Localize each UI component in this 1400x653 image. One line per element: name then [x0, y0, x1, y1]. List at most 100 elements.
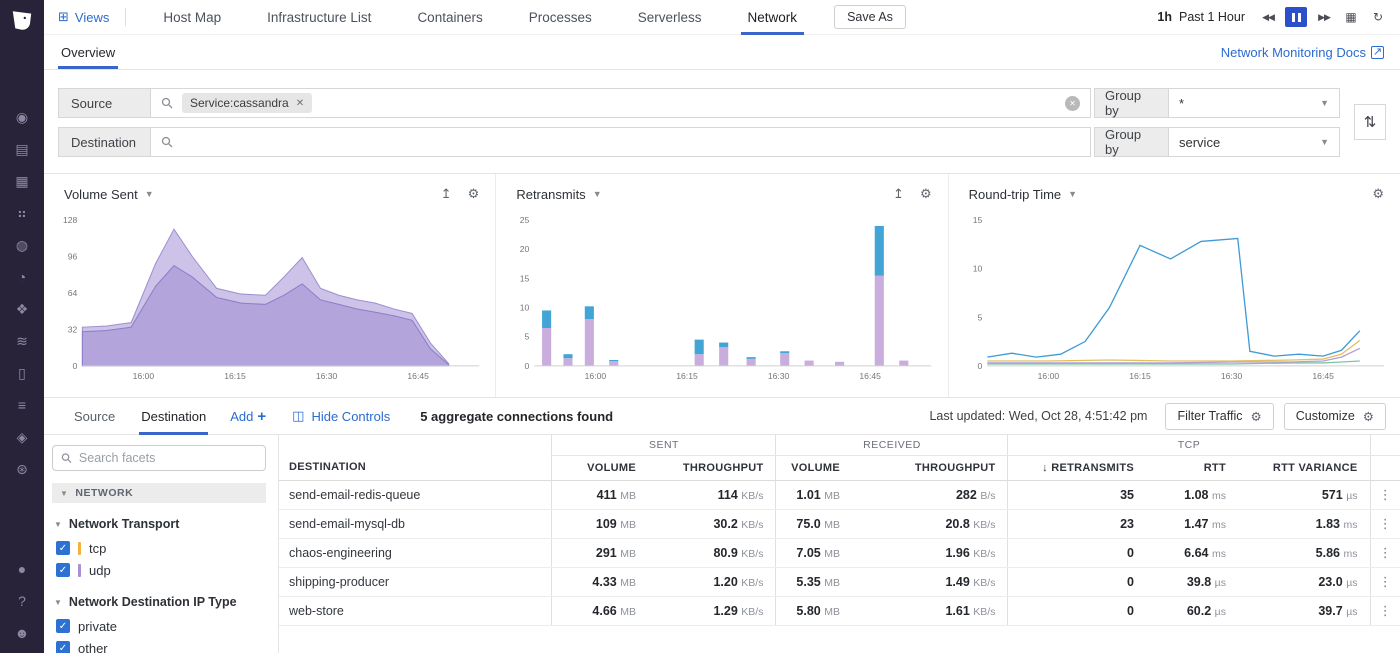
save-as-button[interactable]: Save As — [834, 5, 906, 29]
swap-source-destination-button[interactable]: ⇅ — [1354, 104, 1386, 140]
facet-label: udp — [89, 563, 111, 578]
nav-tab-serverless[interactable]: Serverless — [615, 0, 725, 35]
apm-icon[interactable]: ◔ — [0, 261, 44, 293]
row-menu-icon[interactable]: ⋮ — [1379, 487, 1392, 502]
tab-source[interactable]: Source — [72, 398, 117, 435]
datadog-logo[interactable] — [8, 7, 36, 35]
destination-search-input[interactable] — [150, 127, 1091, 157]
svg-text:16:30: 16:30 — [1220, 371, 1242, 381]
tab-overview[interactable]: Overview — [58, 37, 118, 69]
column-header-rtt-variance[interactable]: RTT VARIANCE — [1238, 455, 1370, 480]
facet-section-network-transport[interactable]: ▼Network Transport — [54, 517, 266, 531]
source-search-input[interactable]: Service:cassandra ✕ ✕ — [150, 88, 1091, 118]
row-menu-icon[interactable]: ⋮ — [1379, 516, 1392, 531]
column-header-destination[interactable]: DESTINATION — [279, 455, 552, 480]
checkbox[interactable]: ✓ — [56, 641, 70, 653]
chart-title[interactable]: Retransmits — [516, 187, 585, 202]
time-range-label[interactable]: Past 1 Hour — [1179, 10, 1245, 24]
destination-cell[interactable]: shipping-producer — [279, 567, 552, 596]
time-range-short[interactable]: 1h — [1157, 10, 1172, 24]
column-header-volume[interactable]: VOLUME — [552, 455, 648, 480]
round-trip-time-plot: 05101516:0016:1516:3016:45 — [957, 206, 1392, 388]
chevron-down-icon[interactable]: ▼ — [145, 189, 154, 199]
destination-scope-label[interactable]: Destination — [58, 127, 150, 157]
source-group-by-select[interactable]: * ▼ — [1168, 88, 1340, 118]
checkbox[interactable]: ✓ — [56, 563, 70, 577]
export-icon[interactable]: ↥ — [893, 186, 904, 202]
row-menu-icon[interactable]: ⋮ — [1379, 603, 1392, 618]
nav-tab-containers[interactable]: Containers — [394, 0, 505, 35]
gear-icon[interactable]: ⚙ — [468, 186, 480, 202]
row-menu-icon[interactable]: ⋮ — [1379, 545, 1392, 560]
destination-cell[interactable]: send-email-mysql-db — [279, 509, 552, 538]
synthetics-icon[interactable]: ⊛ — [0, 453, 44, 485]
chat-icon[interactable]: ● — [0, 553, 44, 585]
calendar-icon[interactable]: ▦ — [1341, 7, 1361, 27]
source-scope-label[interactable]: Source — [58, 88, 150, 118]
column-header-rtt[interactable]: RTT — [1146, 455, 1238, 480]
facet-item-other[interactable]: ✓other — [52, 637, 266, 653]
column-header-retransmits[interactable]: ↓ RETRANSMITS — [1008, 455, 1146, 480]
chevron-down-icon: ▼ — [1320, 98, 1329, 108]
network-monitoring-docs-link[interactable]: Network Monitoring Docs ↗ — [1221, 45, 1384, 69]
facet-section-network-destination-ip-type[interactable]: ▼Network Destination IP Type — [54, 595, 266, 609]
column-header-throughput[interactable]: THROUGHPUT — [648, 455, 776, 480]
destination-cell[interactable]: chaos-engineering — [279, 538, 552, 567]
infrastructure-icon[interactable]: ⠶ — [0, 197, 44, 229]
filter-traffic-button[interactable]: Filter Traffic ⚙ — [1165, 403, 1273, 430]
facet-label: private — [78, 619, 117, 634]
fast-forward-icon[interactable]: ▶▶ — [1314, 7, 1334, 27]
filter-tag[interactable]: Service:cassandra ✕ — [182, 93, 312, 113]
dashboards-icon[interactable]: ▦ — [0, 165, 44, 197]
customize-button[interactable]: Customize ⚙ — [1284, 403, 1386, 430]
row-menu-icon[interactable]: ⋮ — [1379, 574, 1392, 589]
nav-tab-infrastructure-list[interactable]: Infrastructure List — [244, 0, 394, 35]
metric-cell: 1.08 ms — [1146, 480, 1238, 509]
nav-tab-network[interactable]: Network — [725, 0, 821, 35]
tab-destination[interactable]: Destination — [139, 398, 208, 435]
events-icon[interactable]: ▤ — [0, 133, 44, 165]
destination-group-by-select[interactable]: service ▼ — [1168, 127, 1340, 157]
destination-cell[interactable]: send-email-redis-queue — [279, 480, 552, 509]
facet-group-network[interactable]: ▼ NETWORK — [52, 483, 266, 503]
help-icon[interactable]: ? — [0, 585, 44, 617]
checkbox[interactable]: ✓ — [56, 619, 70, 633]
facet-item-udp[interactable]: ✓ udp — [52, 559, 266, 581]
destination-filter-row: Destination Group by service ▼ — [58, 127, 1340, 157]
gear-icon[interactable]: ⚙ — [1372, 186, 1384, 202]
facet-panel: ▼ NETWORK ▼Network Transport✓tcp✓udp▼Net… — [44, 435, 278, 653]
facet-item-private[interactable]: ✓ private — [52, 615, 266, 637]
views-label: Views — [75, 10, 109, 25]
nav-tab-processes[interactable]: Processes — [506, 0, 615, 35]
refresh-icon[interactable]: ↻ — [1368, 7, 1388, 27]
watchdog-icon[interactable]: ◉ — [0, 101, 44, 133]
traces-icon[interactable]: ≋ — [0, 325, 44, 357]
column-header-volume[interactable]: VOLUME — [776, 455, 852, 480]
gear-icon[interactable]: ⚙ — [920, 186, 932, 202]
rewind-icon[interactable]: ◀◀ — [1258, 7, 1278, 27]
chevron-down-icon[interactable]: ▼ — [593, 189, 602, 199]
chart-title[interactable]: Round-trip Time — [969, 187, 1061, 202]
facet-search-input[interactable] — [79, 451, 257, 465]
hide-controls-button[interactable]: ◫ Hide Controls — [292, 408, 390, 424]
monitors-icon[interactable]: ◍ — [0, 229, 44, 261]
chevron-down-icon[interactable]: ▼ — [1068, 189, 1077, 199]
metric-cell: 109 MB — [552, 509, 648, 538]
security-icon[interactable]: ◈ — [0, 421, 44, 453]
column-header-throughput[interactable]: THROUGHPUT — [852, 455, 1008, 480]
views-menu[interactable]: ⊞ Views — [58, 9, 109, 25]
pause-button[interactable] — [1285, 7, 1307, 27]
notebooks-icon[interactable]: ▯ — [0, 357, 44, 389]
facet-item-tcp[interactable]: ✓tcp — [52, 537, 266, 559]
add-group-button[interactable]: Add + — [230, 408, 266, 425]
remove-tag-icon[interactable]: ✕ — [296, 98, 304, 109]
chart-title[interactable]: Volume Sent — [64, 187, 138, 202]
integrations-icon[interactable]: ❖ — [0, 293, 44, 325]
export-icon[interactable]: ↥ — [441, 186, 452, 202]
team-icon[interactable]: ☻ — [0, 617, 44, 649]
nav-tab-host-map[interactable]: Host Map — [140, 0, 244, 35]
destination-cell[interactable]: web-store — [279, 596, 552, 625]
checkbox[interactable]: ✓ — [56, 541, 70, 555]
clear-search-icon[interactable]: ✕ — [1065, 96, 1080, 111]
logs-icon[interactable]: ≡ — [0, 389, 44, 421]
